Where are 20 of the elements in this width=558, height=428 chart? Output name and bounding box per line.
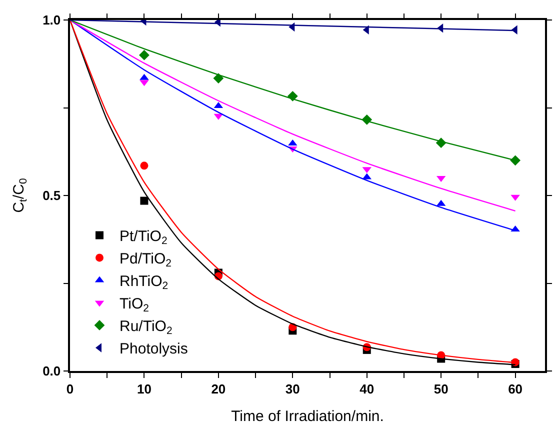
x-tick-label: 40 xyxy=(360,381,374,396)
x-tick-label: 60 xyxy=(508,381,523,396)
point xyxy=(139,50,150,60)
legend-label: Photolysis xyxy=(120,340,188,358)
y-tick-label: 0.5 xyxy=(42,188,61,204)
x-tick-label: 10 xyxy=(136,381,152,396)
legend-label: Pt/TiO$_{2}$ xyxy=(120,228,168,248)
legend-label: Ru/TiO$_{2}$ xyxy=(120,318,172,338)
legend-label: RhTiO$_{2}$ xyxy=(120,273,168,292)
point xyxy=(140,162,148,170)
y-tick-label: 0.0 xyxy=(42,364,61,379)
legend-label: TiO$_{2}$ xyxy=(120,296,150,315)
x-tick-label: 0 xyxy=(66,381,74,396)
point xyxy=(140,196,148,205)
x-tick-label: 20 xyxy=(211,381,226,396)
x-axis-title: Time of Irradiation/min. xyxy=(231,408,384,425)
x-tick-label: 50 xyxy=(434,381,448,396)
legend-label: Pd/TiO$_{2}$ xyxy=(120,250,172,270)
y-tick-label: 1.0 xyxy=(42,12,61,28)
x-tick-label: 30 xyxy=(285,381,300,396)
